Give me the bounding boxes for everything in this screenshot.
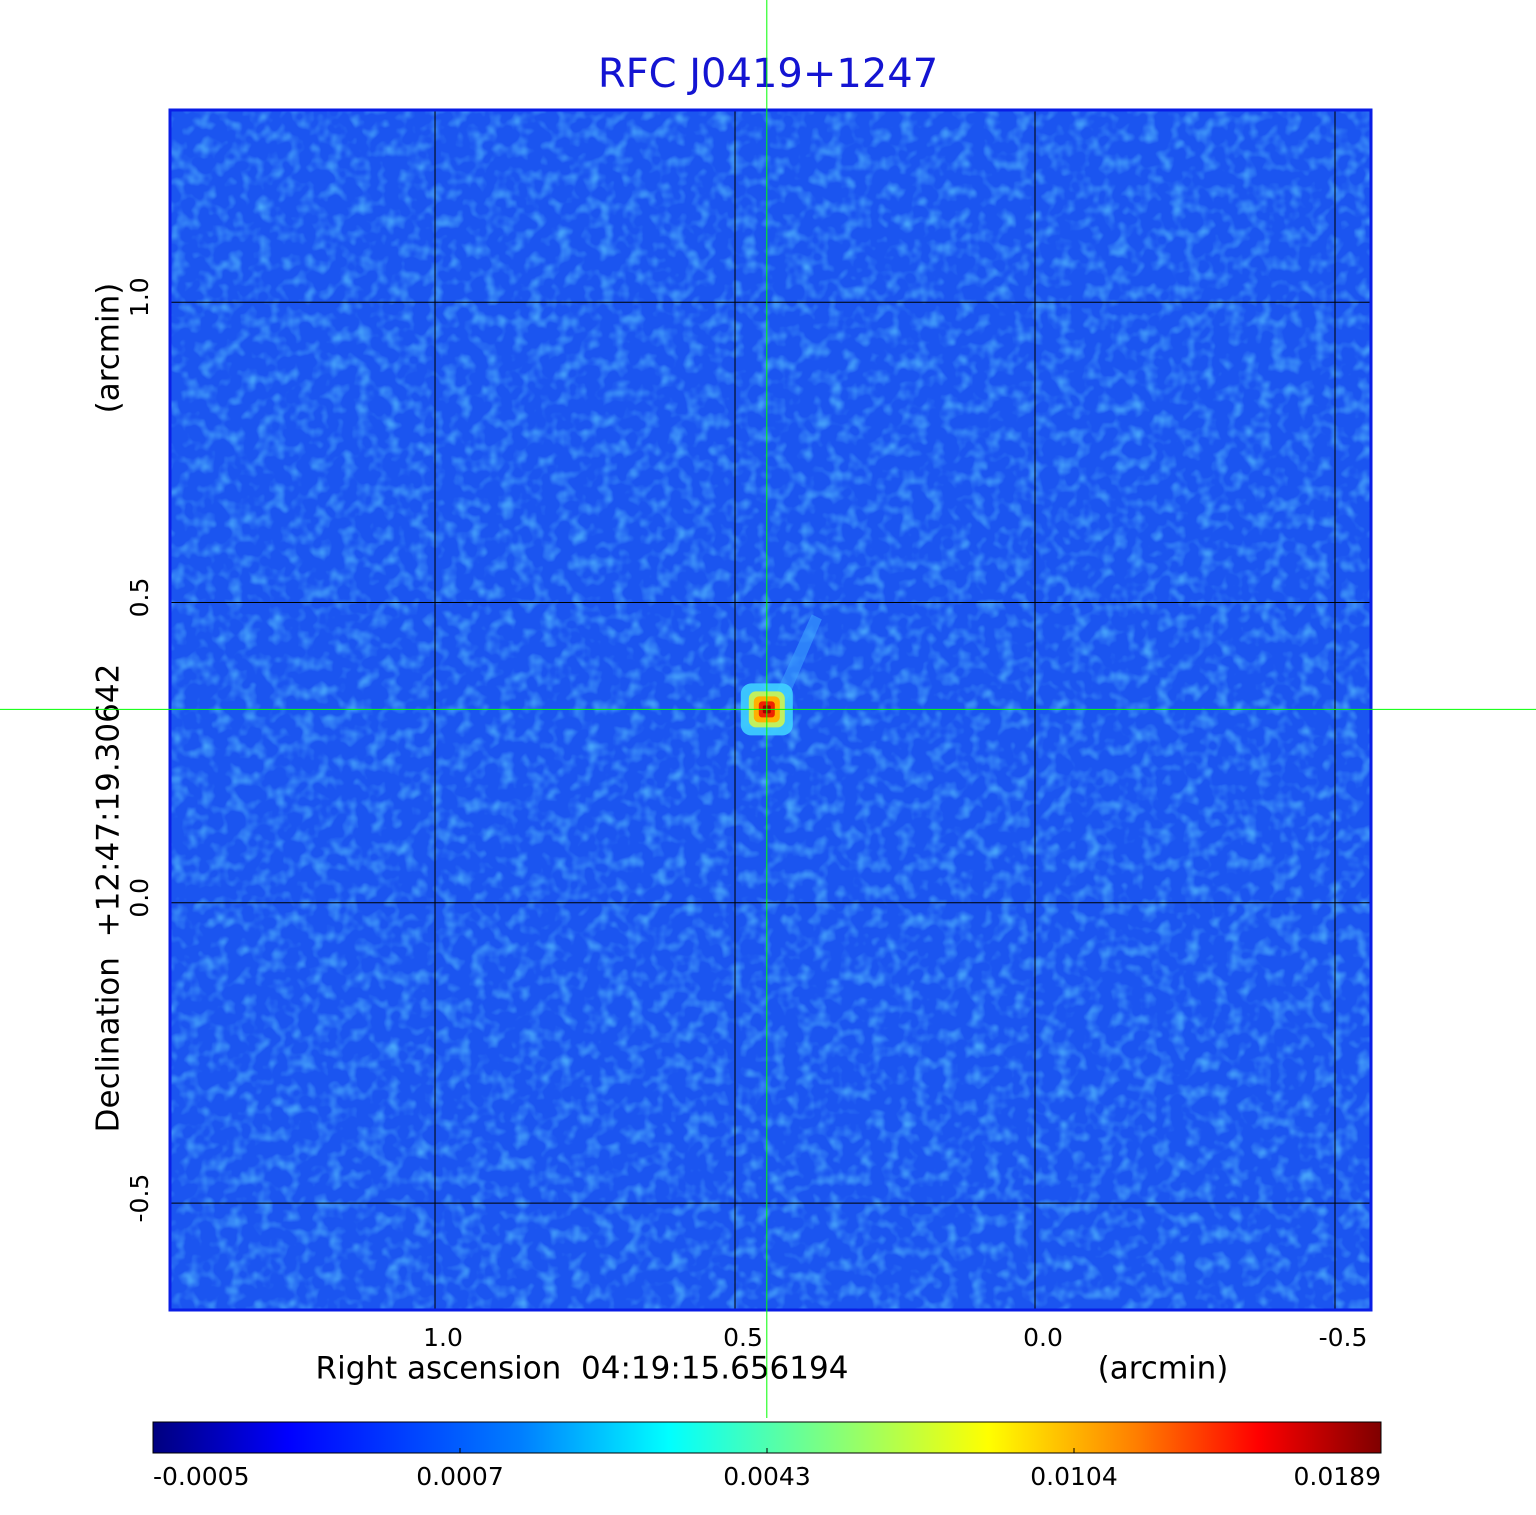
y-tick-label: 1.0 <box>125 277 154 317</box>
y-tick-label: 0.5 <box>125 578 154 618</box>
chart-title: RFC J0419+1247 <box>598 51 938 97</box>
x-tick-label: 1.0 <box>423 1323 463 1352</box>
y-axis-unit: (arcmin) <box>91 283 127 414</box>
y-tick-label: -0.5 <box>125 1174 154 1223</box>
x-tick-label: 0.0 <box>1023 1323 1063 1352</box>
x-axis-label: Right ascension 04:19:15.656194 <box>316 1351 849 1387</box>
colorbar-tick-label: -0.0005 <box>153 1462 250 1491</box>
colorbar-tick-label: 0.0104 <box>1030 1462 1117 1491</box>
colorbar-tick-label: 0.0043 <box>723 1462 810 1491</box>
y-axis-label: Declination +12:47:19.30642 <box>91 664 127 1133</box>
y-tick-label: 0.0 <box>125 878 154 918</box>
colorbar-tick-label: 0.0007 <box>416 1462 503 1491</box>
x-axis-unit: (arcmin) <box>1098 1351 1229 1387</box>
colorbar-tick-label: 0.0189 <box>1294 1462 1381 1491</box>
plot-frame <box>168 108 1373 1312</box>
x-tick-label: 0.5 <box>723 1323 763 1352</box>
source-jet <box>774 614 822 702</box>
x-tick-label: -0.5 <box>1319 1323 1368 1352</box>
